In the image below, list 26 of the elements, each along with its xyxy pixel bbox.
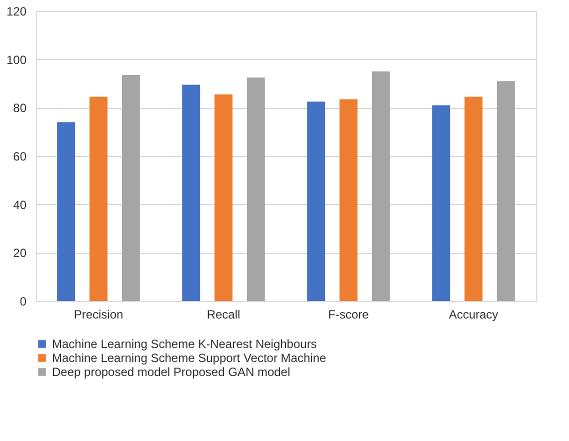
bar (496, 81, 515, 301)
x-tick-label: Accuracy (448, 308, 498, 322)
bar (182, 84, 200, 301)
x-tick-label: F-score (328, 308, 370, 322)
x-tick-label: Precision (74, 308, 124, 322)
y-tick-label: 80 (13, 101, 27, 116)
bar (340, 99, 358, 301)
bar (90, 96, 108, 301)
y-tick-label: 20 (13, 246, 27, 260)
y-tick-label: 100 (6, 52, 27, 67)
y-tick-label: 40 (13, 198, 27, 212)
legend-label: Machine Learning Scheme Support Vector Machine (52, 351, 326, 365)
y-tick-label: 60 (13, 150, 27, 164)
y-tick-label: 120 (6, 4, 27, 18)
bar (246, 77, 265, 301)
bar (214, 94, 232, 301)
x-tick-label: Recall (206, 308, 240, 322)
bar (307, 102, 326, 301)
bar (122, 75, 140, 301)
legend-label: Deep proposed model Proposed GAN model (52, 365, 290, 379)
bar (432, 105, 450, 301)
bar (57, 122, 76, 301)
bar (372, 71, 390, 301)
bar (464, 96, 482, 301)
legend-label: Machine Learning Scheme K-Nearest Neighbours (52, 337, 317, 351)
y-tick-label: 0 (20, 294, 27, 308)
